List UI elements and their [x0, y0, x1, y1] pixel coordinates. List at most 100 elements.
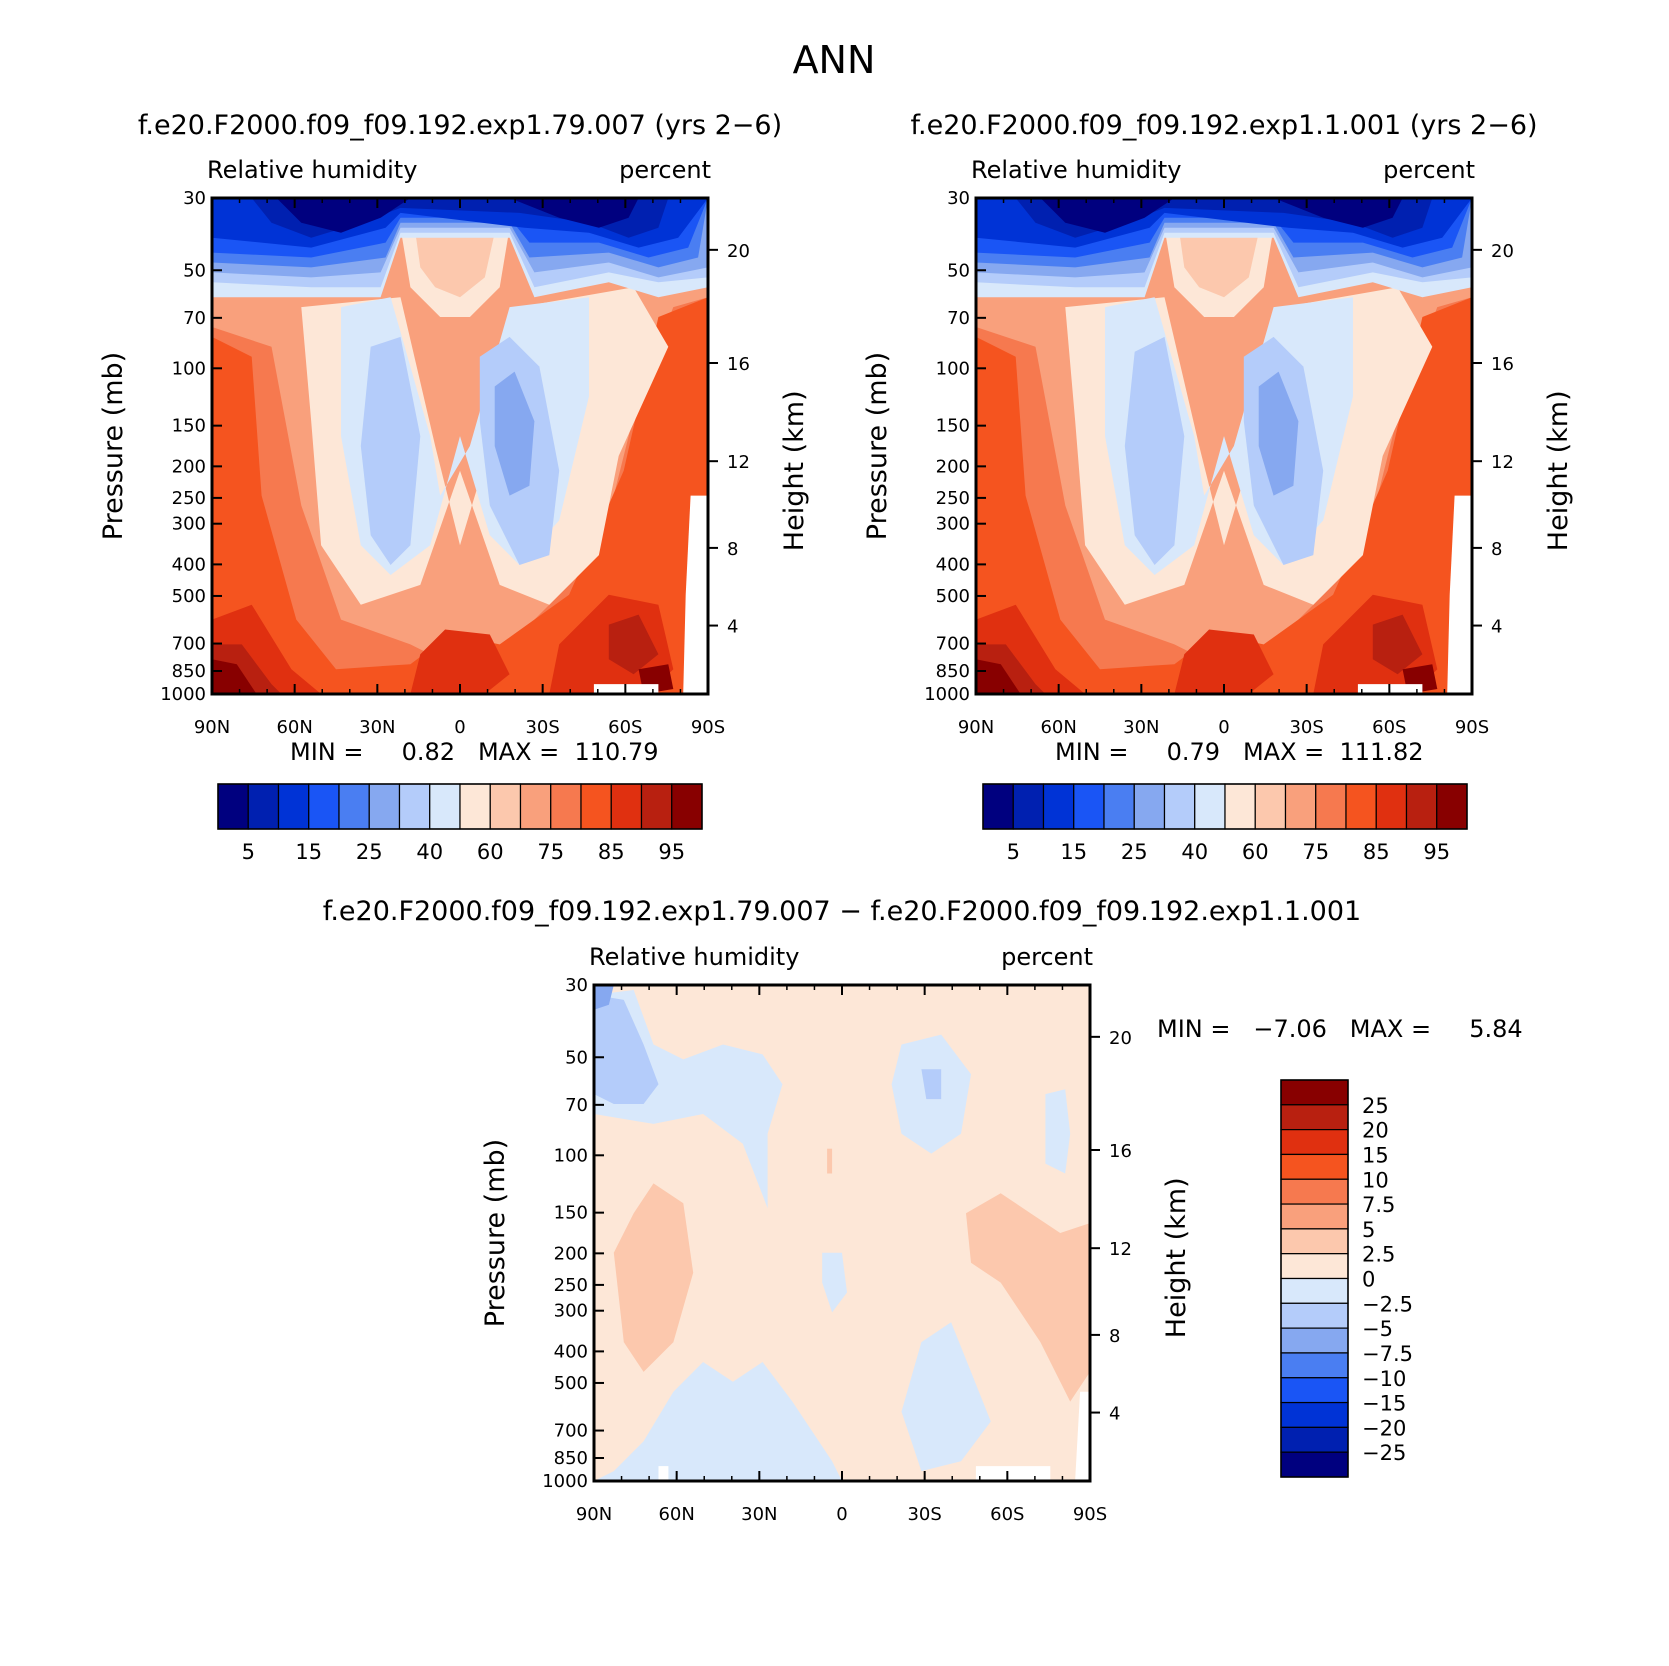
- labelbar-box: [1254, 783, 1287, 830]
- labelbar-box: [1284, 783, 1317, 830]
- labelbar-label: −2.5: [1362, 1292, 1413, 1316]
- y-tick-label: 250: [172, 488, 206, 509]
- y-right-tick-label: 8: [1109, 1326, 1120, 1347]
- labelbar-frame: [982, 783, 1468, 830]
- x-tick-label: 60N: [658, 1504, 694, 1525]
- x-tick-label: 0: [454, 717, 465, 738]
- y-tick-label: 200: [172, 456, 206, 477]
- x-tick-label: 60S: [608, 717, 642, 738]
- x-tick-label: 90N: [194, 717, 230, 738]
- y-axis-right-title: Height (km): [1161, 1177, 1192, 1338]
- labelbar-box: [671, 783, 703, 830]
- y-right-tick-label: 4: [1491, 617, 1502, 638]
- contour-region: [594, 1362, 842, 1481]
- labelbar-label: −20: [1362, 1416, 1406, 1440]
- x-tick-label: 90N: [576, 1504, 612, 1525]
- labelbar-label: −15: [1362, 1392, 1406, 1416]
- y-tick-label: 500: [172, 586, 206, 607]
- y-tick-label: 50: [183, 260, 206, 281]
- y-right-tick-label: 4: [1109, 1404, 1120, 1425]
- contour-region: [1124, 336, 1185, 565]
- labelbar-label: 2.5: [1362, 1243, 1395, 1267]
- y-axis-title: Pressure (mb): [862, 352, 893, 540]
- labelbar-box: [1280, 1153, 1349, 1180]
- labelbar-box: [1315, 783, 1347, 830]
- y-tick-label: 500: [936, 586, 970, 607]
- x-tick-label: 60N: [276, 717, 312, 738]
- labelbar-box: [1280, 1302, 1349, 1329]
- labelbar-box: [1073, 783, 1105, 830]
- labelbar-box: [1280, 1129, 1349, 1156]
- labelbar-box: [1280, 1377, 1349, 1404]
- labelbar-box: [338, 783, 370, 830]
- labelbar-label: 25: [356, 840, 383, 864]
- y-tick-label: 100: [172, 358, 206, 379]
- panel-diff: f.e20.F2000.f09_f09.192.exp1.79.007 − f.…: [323, 896, 1523, 1525]
- contour-fill: [594, 985, 1090, 1481]
- panel-case2: f.e20.F2000.f09_f09.192.exp1.1.001 (yrs …: [862, 110, 1574, 864]
- x-tick-label: 0: [1218, 717, 1229, 738]
- y-tick-label: 30: [565, 975, 588, 996]
- labelbar-box: [982, 783, 1014, 830]
- labelbar-label: 40: [416, 840, 443, 864]
- labelbar-box: [247, 783, 280, 830]
- units-label: percent: [1001, 943, 1093, 971]
- contour-region: [613, 1183, 694, 1372]
- labelbar-box: [1224, 783, 1256, 830]
- x-tick-label: 30S: [907, 1504, 941, 1525]
- y-right-tick-label: 4: [727, 617, 738, 638]
- variable-label: Relative humidity: [207, 156, 417, 184]
- contour-region: [822, 1252, 847, 1313]
- y-tick-label: 700: [172, 634, 206, 655]
- y-tick-label: 700: [936, 634, 970, 655]
- labelbar-label: 15: [295, 840, 322, 864]
- variable-label: Relative humidity: [971, 156, 1181, 184]
- y-tick-label: 1000: [924, 684, 970, 705]
- labelbar-box: [277, 783, 310, 830]
- labelbar-label: −7.5: [1362, 1342, 1413, 1366]
- contour-region: [921, 1069, 942, 1100]
- labelbar-frame: [1280, 1079, 1349, 1478]
- labelbar-label: 60: [1242, 840, 1269, 864]
- y-tick-label: 70: [947, 308, 970, 329]
- y-tick-label: 300: [172, 514, 206, 535]
- labelbar-box: [1012, 783, 1045, 830]
- panel-case-title: f.e20.F2000.f09_f09.192.exp1.1.001 (yrs …: [910, 110, 1537, 141]
- labelbar-box: [368, 783, 401, 830]
- y-right-tick-label: 16: [1491, 354, 1514, 375]
- labelbar-label: 40: [1181, 840, 1208, 864]
- labelbar-box: [1042, 783, 1075, 830]
- y-tick-label: 250: [936, 488, 970, 509]
- labelbar-label: 25: [1121, 840, 1148, 864]
- labelbar-label: 5: [1007, 840, 1020, 864]
- contour-region: [608, 614, 659, 675]
- labelbar-box: [1280, 1203, 1349, 1230]
- labelbar-box: [1280, 1426, 1349, 1453]
- labelbar-box: [489, 783, 522, 830]
- contour-region: [1447, 495, 1472, 694]
- labelbar-box: [1375, 783, 1408, 830]
- y-tick-label: 100: [554, 1145, 588, 1166]
- x-tick-label: 60S: [1372, 717, 1406, 738]
- y-tick-label: 850: [172, 661, 206, 682]
- units-label: percent: [619, 156, 711, 184]
- x-tick-label: 30N: [741, 1504, 777, 1525]
- x-tick-label: 0: [836, 1504, 847, 1525]
- y-axis-right-title: Height (km): [779, 390, 810, 551]
- y-axis-title: Pressure (mb): [480, 1139, 511, 1327]
- y-tick-label: 300: [936, 514, 970, 535]
- units-label: percent: [1383, 156, 1475, 184]
- contour-region: [1372, 614, 1423, 675]
- y-right-tick-label: 16: [1109, 1141, 1132, 1162]
- y-tick-label: 200: [554, 1243, 588, 1264]
- labelbar-box: [308, 783, 340, 830]
- contour-region: [976, 297, 1472, 694]
- labelbar-label: −10: [1362, 1367, 1406, 1391]
- figure-title: ANN: [793, 38, 876, 82]
- y-right-tick-label: 12: [727, 452, 750, 473]
- labelbar-frame: [217, 783, 703, 830]
- labelbar-label: −5: [1362, 1317, 1393, 1341]
- contour-region: [1258, 371, 1299, 496]
- labelbar-label: 7.5: [1362, 1193, 1395, 1217]
- y-tick-label: 400: [936, 554, 970, 575]
